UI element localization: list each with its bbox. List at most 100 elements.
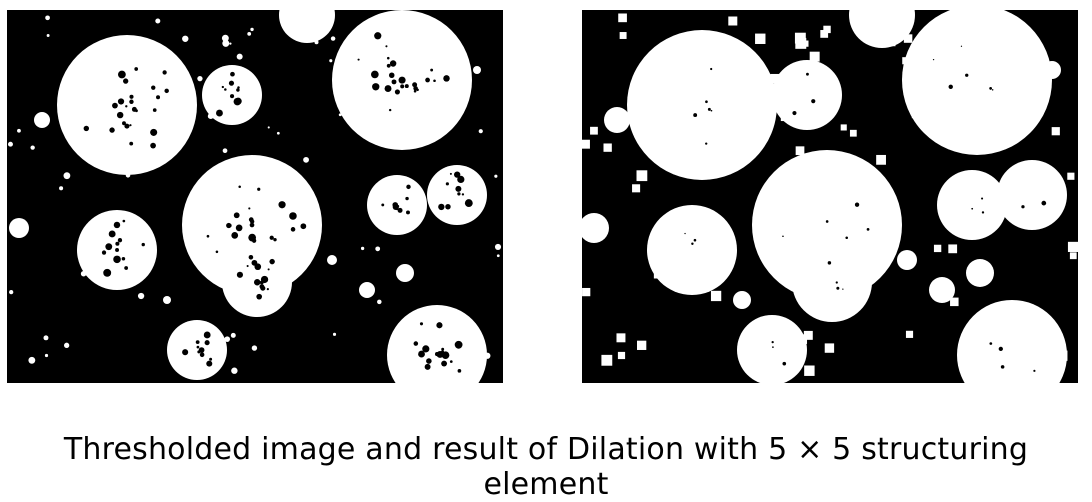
hole (113, 255, 121, 264)
speck (876, 154, 886, 165)
speck (582, 139, 590, 149)
speck (603, 143, 612, 152)
hole (782, 235, 784, 238)
hole (141, 242, 145, 247)
hole (357, 58, 360, 61)
speck (494, 174, 498, 178)
speck (582, 287, 591, 297)
hole (150, 142, 156, 149)
hole (196, 345, 200, 349)
hole (1041, 200, 1047, 206)
hole (372, 83, 380, 91)
speck (332, 332, 337, 336)
hole (436, 322, 443, 329)
slide: Thresholded image and result of Dilation… (7, 10, 1078, 502)
speck (770, 73, 780, 84)
hole (206, 234, 210, 238)
cell (792, 242, 872, 322)
cell (167, 320, 227, 380)
speck (1067, 241, 1078, 252)
hole (256, 293, 263, 300)
images (7, 10, 1078, 383)
speck (1069, 252, 1077, 260)
hole (413, 89, 417, 93)
hole (971, 207, 974, 210)
speck (338, 113, 342, 117)
speck (229, 42, 232, 45)
cell (937, 170, 1007, 240)
hole (836, 286, 840, 290)
hole (445, 182, 449, 186)
speck (44, 353, 49, 358)
hole (449, 360, 453, 363)
speck (247, 32, 252, 36)
speck (80, 270, 87, 277)
speck (222, 39, 230, 47)
hole (122, 219, 126, 223)
hole (422, 345, 430, 353)
hole (845, 236, 848, 240)
hole (440, 350, 445, 354)
hole (226, 222, 232, 229)
speck (494, 243, 502, 250)
speck (137, 292, 145, 300)
hole (457, 369, 462, 373)
speck (695, 257, 702, 265)
hole (254, 263, 262, 271)
speck (990, 321, 998, 328)
hole (109, 127, 115, 133)
hole (129, 141, 134, 146)
hole (152, 108, 157, 112)
hole (248, 254, 254, 260)
hole (998, 346, 1003, 352)
hole (248, 207, 251, 210)
hole (206, 360, 213, 367)
speck (210, 192, 216, 199)
hole (441, 360, 448, 367)
speck (856, 188, 864, 196)
hole (134, 67, 139, 71)
speck (990, 69, 998, 77)
hole (457, 175, 465, 184)
hole (124, 123, 130, 129)
hole (249, 219, 255, 224)
cell (387, 305, 487, 383)
speck (943, 130, 954, 142)
hole (260, 275, 269, 284)
hole (113, 221, 121, 229)
hole (438, 203, 445, 211)
hole (771, 341, 774, 344)
hole (151, 85, 156, 90)
hole (398, 76, 406, 84)
hole (430, 68, 434, 72)
cell (627, 30, 777, 180)
hole (1000, 365, 1005, 369)
hole (231, 231, 239, 239)
hole (772, 346, 774, 348)
hole (164, 88, 169, 94)
hole (384, 85, 392, 93)
hole (116, 111, 124, 119)
hole (948, 84, 953, 89)
hole (825, 220, 829, 223)
speck (632, 184, 641, 193)
hole (117, 98, 125, 105)
hole (230, 71, 235, 77)
hole (960, 45, 963, 47)
hole (235, 224, 243, 232)
speck (887, 38, 896, 47)
speck (73, 70, 76, 73)
speck (1016, 181, 1025, 190)
hole (965, 73, 969, 77)
speck (824, 343, 835, 353)
hole (162, 70, 167, 75)
hole (209, 357, 213, 361)
dilated-blobs (582, 10, 1078, 383)
speck (98, 164, 104, 169)
hole (991, 89, 994, 91)
speck (821, 215, 829, 223)
speck (616, 333, 626, 343)
hole (455, 185, 462, 192)
hole (233, 97, 242, 106)
hole (691, 242, 694, 245)
